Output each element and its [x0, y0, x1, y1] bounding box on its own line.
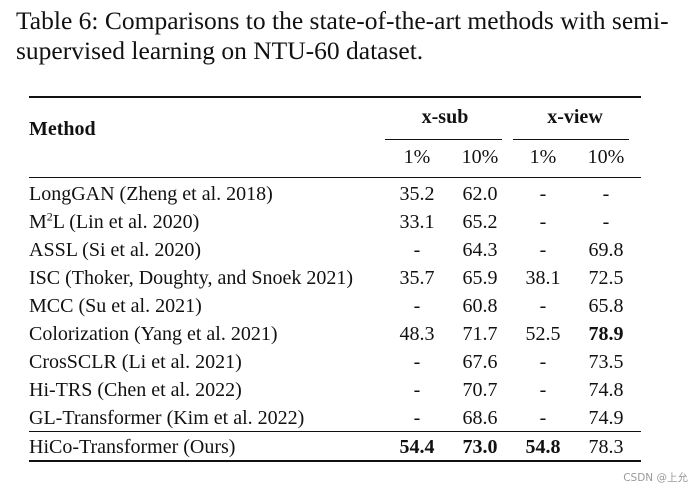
xsub-10pct-cell: 71.7 — [462, 323, 498, 345]
method-name-superscript: 2 — [46, 209, 53, 224]
xsub-group-rule — [385, 139, 502, 140]
xview-10pct-cell: 74.9 — [588, 407, 624, 429]
table-row: CrosSCLR (Li et al. 2021) - 67.6 - 73.5 — [29, 348, 641, 376]
table-row: HiCo-Transformer (Ours) 54.4 73.0 54.8 78.3 — [29, 433, 641, 461]
ours-separator-rule — [29, 431, 641, 432]
xsub-1pct-cell: - — [413, 351, 421, 373]
xsub-10pct-header: 10% — [461, 146, 499, 168]
xsub-1pct-cell: - — [413, 379, 421, 401]
method-name-prefix: M — [29, 211, 47, 233]
xsub-10pct-cell: 68.6 — [462, 407, 498, 429]
xview-10pct-cell: 65.8 — [588, 295, 624, 317]
xsub-1pct-cell: - — [413, 239, 421, 261]
xsub-1pct-cell: 35.7 — [399, 267, 435, 289]
table-row: ASSL (Si et al. 2020) - 64.3 - 69.8 — [29, 236, 641, 264]
method-name: CrosSCLR (Li et al. 2021) — [29, 351, 242, 373]
xview-1pct-header: 1% — [529, 146, 557, 168]
method-name: M2L (Lin et al. 2020) — [29, 208, 199, 236]
xsub-10pct-cell: 62.0 — [462, 183, 498, 205]
method-name: LongGAN (Zheng et al. 2018) — [29, 183, 273, 205]
xview-10pct-cell: 73.5 — [588, 351, 624, 373]
table-row: Colorization (Yang et al. 2021) 48.3 71.7 5… — [29, 320, 641, 348]
xview-10pct-cell: 74.8 — [588, 379, 624, 401]
xsub-10pct-cell: 65.9 — [462, 267, 498, 289]
table-row: GL-Transformer (Kim et al. 2022) - 68.6 - 74… — [29, 404, 641, 432]
xview-1pct-cell: - — [539, 239, 547, 261]
bottom-rule — [29, 460, 641, 462]
method-name: Colorization (Yang et al. 2021) — [29, 323, 278, 345]
xsub-1pct-cell: - — [413, 295, 421, 317]
xsub-10pct-cell: 70.7 — [462, 379, 498, 401]
xview-10pct-cell: 78.9 — [588, 323, 624, 345]
xsub-1pct-cell: 33.1 — [399, 211, 435, 233]
method-name: ASSL (Si et al. 2020) — [29, 239, 202, 261]
xview-1pct-cell: 54.8 — [525, 436, 561, 458]
xsub-10pct-cell: 67.6 — [462, 351, 498, 373]
top-rule — [29, 96, 641, 98]
xview-1pct-cell: 38.1 — [525, 267, 561, 289]
xsub-1pct-cell: 35.2 — [399, 183, 435, 205]
table-caption: Table 6: Comparisons to the state-of-the… — [16, 6, 669, 65]
xsub-header: x-sub — [421, 106, 469, 128]
xview-1pct-cell: - — [539, 351, 547, 373]
method-name-suffix: L (Lin et al. 2020) — [52, 211, 200, 233]
xsub-10pct-cell: 64.3 — [462, 239, 498, 261]
method-name: GL-Transformer (Kim et al. 2022) — [29, 407, 305, 429]
table-row: LongGAN (Zheng et al. 2018) 35.2 62.0 - - — [29, 180, 641, 208]
xsub-1pct-cell: - — [413, 407, 421, 429]
method-name: ISC (Thoker, Doughty, and Snoek 2021) — [29, 267, 353, 289]
xview-10pct-cell: 78.3 — [588, 436, 624, 458]
method-name: HiCo-Transformer (Ours) — [29, 436, 236, 458]
method-name: Hi-TRS (Chen et al. 2022) — [29, 379, 242, 401]
xview-1pct-cell: - — [539, 211, 547, 233]
xview-10pct-header: 10% — [587, 146, 625, 168]
xview-1pct-cell: - — [539, 407, 547, 429]
table-row: M2L (Lin et al. 2020) 33.1 65.2 - - — [29, 208, 641, 236]
xview-1pct-cell: 52.5 — [525, 323, 561, 345]
method-header: Method — [29, 118, 96, 140]
xview-10pct-cell: - — [602, 183, 610, 205]
xsub-10pct-cell: 73.0 — [462, 436, 498, 458]
xview-1pct-cell: - — [539, 379, 547, 401]
table-row: MCC (Su et al. 2021) - 60.8 - 65.8 — [29, 292, 641, 320]
table-row: ISC (Thoker, Doughty, and Snoek 2021) 35.… — [29, 264, 641, 292]
xview-10pct-cell: 72.5 — [588, 267, 624, 289]
xview-header: x-view — [547, 106, 603, 128]
xview-group-rule — [513, 139, 629, 140]
csdn-watermark: CSDN @上允 — [623, 472, 688, 484]
xview-1pct-cell: - — [539, 183, 547, 205]
xview-10pct-cell: - — [602, 211, 610, 233]
xsub-1pct-header: 1% — [403, 146, 431, 168]
xsub-10pct-cell: 65.2 — [462, 211, 498, 233]
xview-10pct-cell: 69.8 — [588, 239, 624, 261]
method-name: MCC (Su et al. 2021) — [29, 295, 202, 317]
xsub-1pct-cell: 48.3 — [399, 323, 435, 345]
table-row: Hi-TRS (Chen et al. 2022) - 70.7 - 74.8 — [29, 376, 641, 404]
xsub-10pct-cell: 60.8 — [462, 295, 498, 317]
header-rule — [29, 177, 641, 178]
xview-1pct-cell: - — [539, 295, 547, 317]
xsub-1pct-cell: 54.4 — [399, 436, 435, 458]
